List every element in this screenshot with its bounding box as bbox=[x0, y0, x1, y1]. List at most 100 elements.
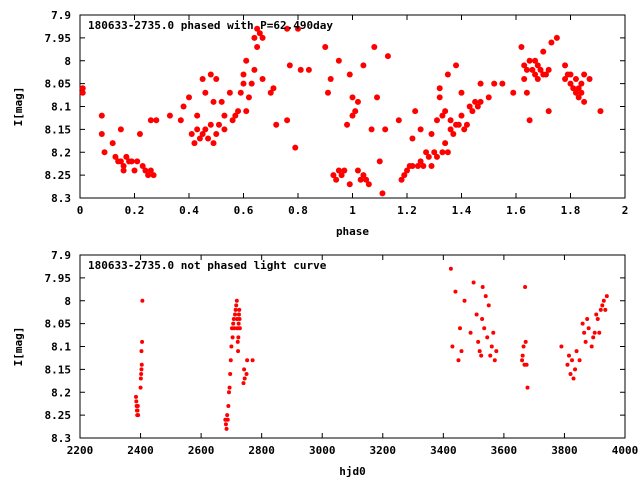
phased-data-point bbox=[273, 121, 280, 128]
unphased-data-point bbox=[138, 376, 143, 381]
phased-data-point bbox=[534, 76, 541, 83]
unphased-data-point bbox=[598, 307, 603, 312]
unphased-x-axis-label: hjd0 bbox=[339, 465, 366, 478]
phased-x-tick-label: 0.4 bbox=[179, 204, 199, 217]
unphased-data-point bbox=[565, 362, 570, 367]
phased-data-point bbox=[567, 71, 574, 78]
phased-data-point bbox=[532, 71, 539, 78]
phased-data-point bbox=[243, 57, 250, 64]
unphased-data-point bbox=[226, 403, 231, 408]
phased-data-point bbox=[417, 126, 424, 133]
unphased-data-point bbox=[139, 362, 144, 367]
unphased-data-point bbox=[236, 321, 241, 326]
unphased-data-point bbox=[524, 362, 529, 367]
phased-data-point bbox=[398, 176, 405, 183]
phased-data-point bbox=[243, 108, 250, 115]
unphased-data-point bbox=[574, 349, 579, 354]
unphased-data-point bbox=[459, 349, 464, 354]
unphased-data-point bbox=[568, 371, 573, 376]
unphased-plot-title: 180633-2735.0 not phased light curve bbox=[88, 259, 327, 272]
phased-data-point bbox=[98, 130, 105, 137]
phased-data-point bbox=[210, 140, 217, 147]
unphased-x-tick-label: 4000 bbox=[612, 444, 639, 457]
phased-data-point bbox=[335, 167, 342, 174]
phased-data-point bbox=[327, 76, 334, 83]
phased-data-point bbox=[139, 162, 146, 169]
phased-data-point bbox=[123, 153, 130, 160]
phased-data-point bbox=[368, 126, 375, 133]
unphased-data-point bbox=[140, 339, 145, 344]
unphased-data-point bbox=[585, 317, 590, 322]
unphased-data-point bbox=[521, 344, 526, 349]
unphased-data-point bbox=[520, 353, 525, 358]
phased-data-point bbox=[256, 30, 263, 37]
unphased-data-point bbox=[523, 339, 528, 344]
phased-data-point bbox=[218, 98, 225, 105]
unphased-data-point bbox=[236, 335, 241, 340]
phased-data-point bbox=[461, 126, 468, 133]
phased-data-point bbox=[545, 108, 552, 115]
phased-data-point bbox=[463, 121, 470, 128]
phased-points bbox=[79, 25, 604, 197]
phased-data-point bbox=[477, 98, 484, 105]
unphased-data-point bbox=[586, 326, 591, 331]
unphased-data-point bbox=[139, 349, 144, 354]
phased-x-tick-label: 1.6 bbox=[506, 204, 526, 217]
unphased-x-tick-label: 3400 bbox=[430, 444, 457, 457]
phased-data-point bbox=[581, 71, 588, 78]
unphased-data-point bbox=[134, 399, 139, 404]
unphased-data-point bbox=[234, 303, 239, 308]
phased-data-point bbox=[572, 76, 579, 83]
unphased-data-point bbox=[231, 317, 236, 322]
unphased-data-point bbox=[580, 321, 585, 326]
phased-data-point bbox=[295, 25, 301, 32]
unphased-x-tick-label: 3000 bbox=[309, 444, 336, 457]
phased-data-point bbox=[570, 85, 577, 92]
phased-data-point bbox=[235, 108, 242, 115]
phased-data-point bbox=[188, 130, 195, 137]
unphased-data-point bbox=[136, 413, 141, 418]
unphased-data-point bbox=[595, 317, 600, 322]
phased-data-point bbox=[431, 149, 438, 156]
phased-x-axis-label: phase bbox=[336, 225, 369, 238]
phased-data-point bbox=[376, 158, 383, 165]
phased-data-point bbox=[433, 117, 440, 124]
phased-data-point bbox=[207, 121, 214, 128]
phased-data-point bbox=[191, 140, 198, 147]
phased-data-point bbox=[420, 162, 427, 169]
phased-data-point bbox=[210, 98, 217, 105]
unphased-x-tick-label: 3600 bbox=[491, 444, 518, 457]
phased-panel: 0 0.2 0.4 0.6 0.8 1 1.2 1.4 1.6 1.8 2 7.9 7.95 8 8.05 8… bbox=[12, 9, 628, 238]
unphased-data-point bbox=[589, 344, 594, 349]
phased-data-point bbox=[207, 71, 214, 78]
phased-data-point bbox=[540, 48, 547, 55]
phased-data-point bbox=[466, 103, 473, 110]
unphased-x-tick-label: 3200 bbox=[370, 444, 397, 457]
unphased-data-point bbox=[228, 358, 233, 363]
phased-data-point bbox=[526, 117, 533, 124]
unphased-data-point bbox=[597, 330, 602, 335]
phased-data-point bbox=[330, 172, 337, 179]
unphased-y-tick-label: 8.05 bbox=[45, 318, 72, 331]
unphased-data-point bbox=[492, 358, 497, 363]
phased-data-point bbox=[284, 25, 291, 32]
phased-data-point bbox=[202, 126, 209, 133]
phased-data-point bbox=[526, 57, 533, 64]
phased-data-point bbox=[477, 80, 484, 87]
unphased-data-point bbox=[225, 417, 230, 422]
unphased-data-point bbox=[483, 294, 488, 299]
unphased-points bbox=[134, 266, 609, 431]
unphased-data-point bbox=[488, 353, 493, 358]
phased-data-point bbox=[562, 76, 569, 83]
phased-y-tick-label: 8.05 bbox=[45, 78, 72, 91]
unphased-data-point bbox=[479, 353, 484, 358]
phased-data-point bbox=[166, 112, 173, 119]
phased-data-point bbox=[354, 98, 361, 105]
unphased-data-point bbox=[471, 280, 476, 285]
phased-data-point bbox=[523, 66, 530, 73]
phased-data-point bbox=[270, 85, 277, 92]
unphased-data-point bbox=[482, 326, 487, 331]
unphased-data-point bbox=[583, 339, 588, 344]
phased-data-point bbox=[545, 66, 552, 73]
